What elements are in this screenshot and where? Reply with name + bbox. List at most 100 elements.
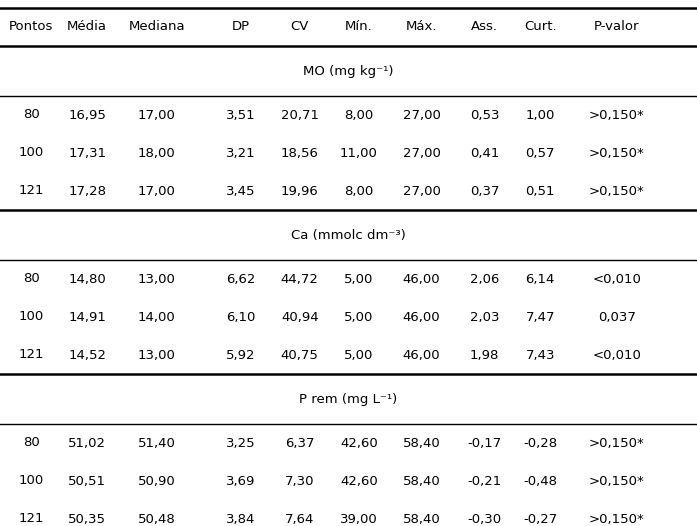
Text: CV: CV (291, 21, 309, 34)
Text: 8,00: 8,00 (344, 185, 374, 197)
Text: Curt.: Curt. (524, 21, 556, 34)
Text: 39,00: 39,00 (340, 512, 378, 525)
Text: 40,94: 40,94 (281, 310, 319, 323)
Text: 50,90: 50,90 (138, 474, 176, 488)
Text: 8,00: 8,00 (344, 108, 374, 122)
Text: 3,51: 3,51 (226, 108, 255, 122)
Text: Ca (mmolc dm⁻³): Ca (mmolc dm⁻³) (291, 228, 406, 241)
Text: <0,010: <0,010 (592, 349, 641, 361)
Text: 1,98: 1,98 (470, 349, 499, 361)
Text: 0,57: 0,57 (526, 147, 555, 159)
Text: >0,150*: >0,150* (589, 512, 645, 525)
Text: -0,30: -0,30 (468, 512, 501, 525)
Text: 0,53: 0,53 (470, 108, 499, 122)
Text: 7,64: 7,64 (285, 512, 314, 525)
Text: 5,00: 5,00 (344, 272, 374, 286)
Text: 11,00: 11,00 (340, 147, 378, 159)
Text: 6,37: 6,37 (285, 437, 314, 450)
Text: 50,48: 50,48 (138, 512, 176, 525)
Text: >0,150*: >0,150* (589, 185, 645, 197)
Text: 40,75: 40,75 (281, 349, 319, 361)
Text: 27,00: 27,00 (403, 108, 441, 122)
Text: -0,21: -0,21 (467, 474, 502, 488)
Text: 44,72: 44,72 (281, 272, 319, 286)
Text: 58,40: 58,40 (403, 512, 441, 525)
Text: 17,00: 17,00 (138, 185, 176, 197)
Text: 121: 121 (19, 185, 44, 197)
Text: 18,56: 18,56 (281, 147, 319, 159)
Text: 17,00: 17,00 (138, 108, 176, 122)
Text: 6,62: 6,62 (226, 272, 255, 286)
Text: 121: 121 (19, 512, 44, 525)
Text: 58,40: 58,40 (403, 437, 441, 450)
Text: 27,00: 27,00 (403, 185, 441, 197)
Text: -0,17: -0,17 (467, 437, 502, 450)
Text: 100: 100 (19, 147, 44, 159)
Text: 1,00: 1,00 (526, 108, 555, 122)
Text: >0,150*: >0,150* (589, 147, 645, 159)
Text: 0,037: 0,037 (598, 310, 636, 323)
Text: >0,150*: >0,150* (589, 474, 645, 488)
Text: 13,00: 13,00 (138, 272, 176, 286)
Text: 14,00: 14,00 (138, 310, 176, 323)
Text: 100: 100 (19, 474, 44, 488)
Text: 50,51: 50,51 (68, 474, 106, 488)
Text: 51,02: 51,02 (68, 437, 106, 450)
Text: 20,71: 20,71 (281, 108, 319, 122)
Text: 3,45: 3,45 (226, 185, 255, 197)
Text: 14,52: 14,52 (68, 349, 106, 361)
Text: 58,40: 58,40 (403, 474, 441, 488)
Text: 2,06: 2,06 (470, 272, 499, 286)
Text: Ass.: Ass. (471, 21, 498, 34)
Text: 14,91: 14,91 (68, 310, 106, 323)
Text: 42,60: 42,60 (340, 437, 378, 450)
Text: Mediana: Mediana (128, 21, 185, 34)
Text: 3,84: 3,84 (226, 512, 255, 525)
Text: 100: 100 (19, 310, 44, 323)
Text: 80: 80 (23, 108, 40, 122)
Text: Mín.: Mín. (345, 21, 373, 34)
Text: 51,40: 51,40 (138, 437, 176, 450)
Text: DP: DP (231, 21, 250, 34)
Text: 0,41: 0,41 (470, 147, 499, 159)
Text: 3,69: 3,69 (226, 474, 255, 488)
Text: <0,010: <0,010 (592, 272, 641, 286)
Text: P-valor: P-valor (594, 21, 640, 34)
Text: 3,21: 3,21 (226, 147, 255, 159)
Text: 14,80: 14,80 (68, 272, 106, 286)
Text: 5,92: 5,92 (226, 349, 255, 361)
Text: 80: 80 (23, 272, 40, 286)
Text: Pontos: Pontos (9, 21, 54, 34)
Text: 46,00: 46,00 (403, 272, 441, 286)
Text: 13,00: 13,00 (138, 349, 176, 361)
Text: -0,28: -0,28 (523, 437, 557, 450)
Text: 46,00: 46,00 (403, 349, 441, 361)
Text: 27,00: 27,00 (403, 147, 441, 159)
Text: 3,25: 3,25 (226, 437, 255, 450)
Text: 121: 121 (19, 349, 44, 361)
Text: 7,47: 7,47 (526, 310, 555, 323)
Text: 0,37: 0,37 (470, 185, 499, 197)
Text: 80: 80 (23, 437, 40, 450)
Text: 7,43: 7,43 (526, 349, 555, 361)
Text: 18,00: 18,00 (138, 147, 176, 159)
Text: 16,95: 16,95 (68, 108, 106, 122)
Text: 0,51: 0,51 (526, 185, 555, 197)
Text: >0,150*: >0,150* (589, 437, 645, 450)
Text: 50,35: 50,35 (68, 512, 106, 525)
Text: Máx.: Máx. (406, 21, 438, 34)
Text: 2,03: 2,03 (470, 310, 499, 323)
Text: Média: Média (67, 21, 107, 34)
Text: 17,28: 17,28 (68, 185, 106, 197)
Text: 42,60: 42,60 (340, 474, 378, 488)
Text: MO (mg kg⁻¹): MO (mg kg⁻¹) (303, 65, 394, 77)
Text: -0,27: -0,27 (523, 512, 558, 525)
Text: 7,30: 7,30 (285, 474, 314, 488)
Text: 46,00: 46,00 (403, 310, 441, 323)
Text: 5,00: 5,00 (344, 310, 374, 323)
Text: 6,14: 6,14 (526, 272, 555, 286)
Text: P rem (mg L⁻¹): P rem (mg L⁻¹) (300, 392, 397, 406)
Text: 6,10: 6,10 (226, 310, 255, 323)
Text: >0,150*: >0,150* (589, 108, 645, 122)
Text: -0,48: -0,48 (523, 474, 557, 488)
